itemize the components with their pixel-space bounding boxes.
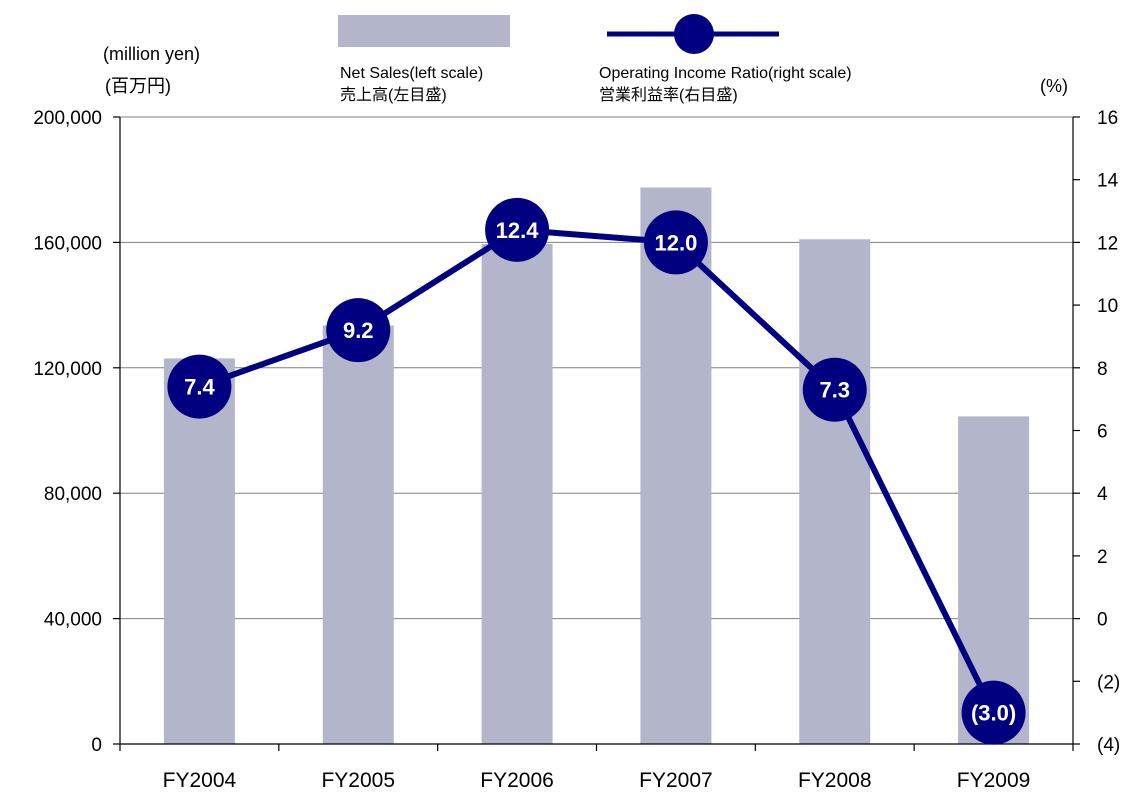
right-tick-label: 16 (1097, 108, 1118, 129)
left-tick-label: 80,000 (44, 484, 102, 505)
line-point-marker (167, 354, 232, 419)
x-tick-label: FY2009 (957, 769, 1031, 792)
left-unit-jp: (百万円) (105, 76, 171, 96)
right-tick-label: 2 (1097, 547, 1108, 568)
tick-labels: 0 40,000 80,000 120,000 160,000 200,000 (4) (2)… (33, 108, 1120, 792)
legend-line-marker (674, 14, 714, 54)
left-tick-label: 200,000 (33, 108, 102, 129)
line-point-label: 7.3 (819, 378, 850, 403)
x-tick-label: FY2005 (321, 769, 395, 792)
legend-line-label-jp: 営業利益率(右目盛) (599, 86, 738, 104)
x-tick-label: FY2007 (639, 769, 713, 792)
left-tick-label: 160,000 (33, 233, 102, 254)
bar-series (163, 187, 1030, 745)
right-tick-label: 0 (1097, 610, 1108, 631)
legend-bar-label-jp: 売上高(左目盛) (340, 86, 447, 104)
left-unit-en: (million yen) (103, 44, 200, 64)
legend-bar-label-en: Net Sales(left scale) (340, 65, 483, 82)
right-tick-label: 4 (1097, 484, 1108, 505)
line-point-marker (802, 357, 867, 422)
line-point-marker (643, 210, 708, 275)
left-tick-label: 120,000 (33, 359, 102, 380)
line-point-label: 12.4 (496, 218, 540, 243)
line-series: 7.4 9.2 12.4 12.0 7.3 (3.0) (167, 197, 1026, 745)
right-unit: (%) (1040, 76, 1068, 96)
line-operating-income-ratio (198, 226, 997, 714)
right-tick-label: 14 (1097, 171, 1119, 192)
right-tick-label: (2) (1097, 672, 1120, 693)
line-point-label: 12.0 (655, 230, 698, 255)
line-point-label: (3.0) (971, 701, 1016, 726)
x-tick-label: FY2008 (798, 769, 872, 792)
right-tick-label: 10 (1097, 296, 1118, 317)
right-tick-label: 6 (1097, 422, 1108, 443)
legend-bar-swatch (338, 15, 510, 47)
gridlines (120, 116, 1073, 620)
left-tick-label: 40,000 (44, 610, 102, 631)
bar-net-sales (640, 187, 712, 745)
bar-net-sales (799, 239, 871, 744)
right-tick-label: (4) (1097, 735, 1120, 756)
line-point-label: 7.4 (184, 375, 215, 400)
x-tick-label: FY2006 (480, 769, 554, 792)
line-point-marker (961, 680, 1026, 745)
right-tick-label: 8 (1097, 359, 1108, 380)
x-tick-label: FY2004 (163, 769, 237, 792)
axes (113, 116, 1080, 751)
line-point-label: 9.2 (343, 318, 374, 343)
left-tick-label: 0 (91, 735, 102, 756)
legend-line-label-en: Operating Income Ratio(right scale) (599, 65, 852, 82)
legend: Net Sales(left scale) 売上高(左目盛) Operating… (338, 14, 852, 104)
bar-net-sales (163, 358, 235, 744)
line-point-marker (326, 298, 391, 363)
right-tick-label: 12 (1097, 233, 1118, 254)
line-point-marker (485, 197, 550, 262)
bar-net-sales (481, 243, 553, 744)
bar-net-sales (322, 325, 394, 744)
